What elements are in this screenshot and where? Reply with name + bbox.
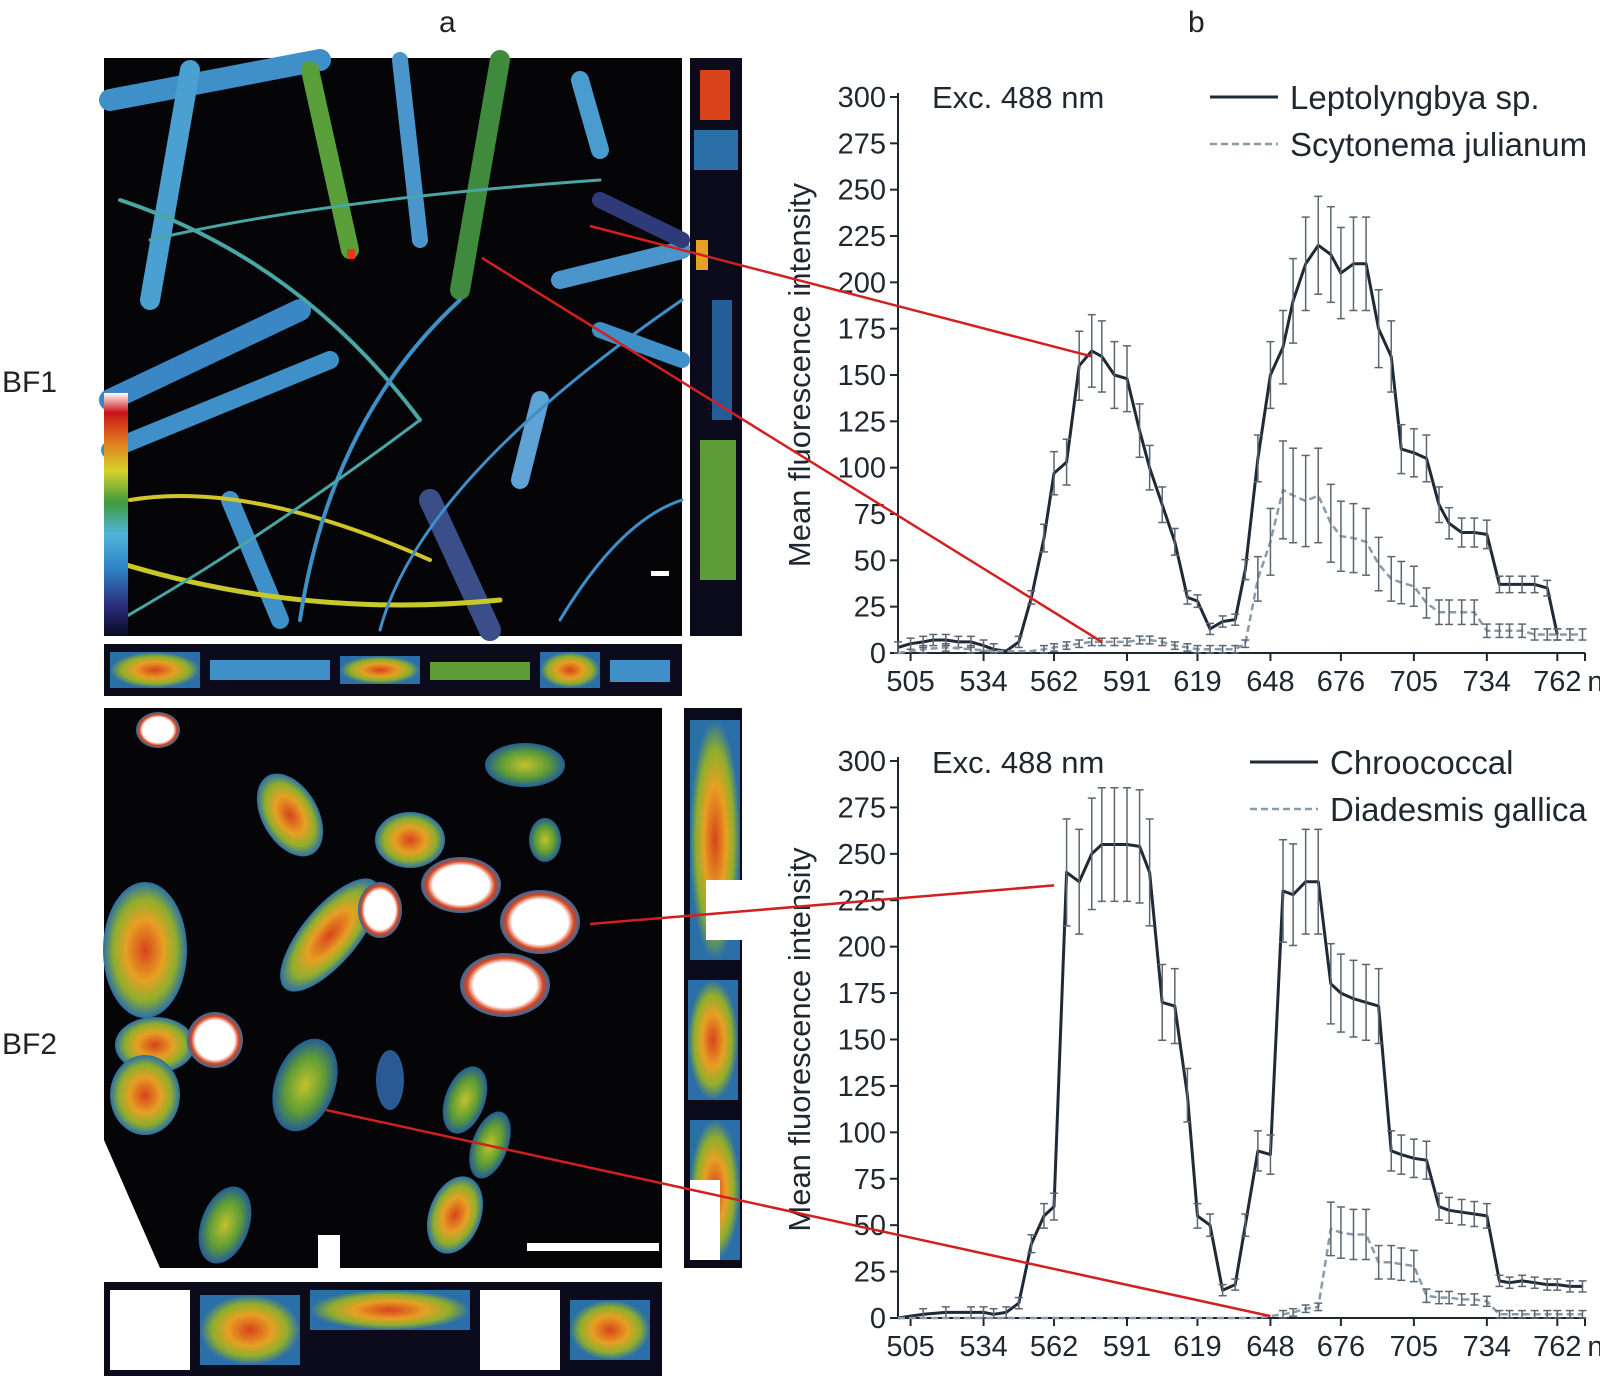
y-tick-label: 25 [854,592,886,624]
series-line-0 [897,243,1559,653]
y-tick-label: 250 [838,175,886,207]
y-axis-title: Mean fluorescence intensity [782,847,817,1232]
legend-label-1: Scytonema julianum [1290,126,1587,163]
x-tick-label: 734 [1463,666,1511,698]
leader-line-0 [589,224,1093,358]
bf2-micrograph [103,708,742,1376]
x-tick-label: 762 [1533,666,1581,698]
y-axis-title: Mean fluorescence intensity [782,182,817,567]
x-unit-label: nm [1587,1331,1600,1363]
y-tick-label: 25 [854,1257,886,1289]
bf1-bottom-projection-texture [110,652,670,688]
x-tick-label: 676 [1317,1331,1365,1363]
bf2-cells [103,712,580,1268]
series-line-1 [897,488,1583,655]
bf2-side-projection-texture [688,720,742,1260]
y-tick-label: 125 [838,1071,886,1103]
bf1-colorbar [104,393,128,636]
row-label-bf1: BF1 [2,366,58,399]
excitation-annotation: Exc. 488 nm [932,80,1104,115]
y-tick-label: 0 [870,638,886,670]
x-tick-label: 619 [1173,666,1221,698]
y-tick-label: 100 [838,453,886,485]
x-tick-label: 648 [1246,666,1294,698]
y-tick-label: 100 [838,1117,886,1149]
x-tick-label: 762 [1533,1331,1581,1363]
bf2-scale-bar [527,1243,659,1251]
x-tick-label: 591 [1103,1331,1151,1363]
y-tick-label: 175 [838,978,886,1010]
bf1-side-projection-texture [694,70,738,580]
x-tick-label: 734 [1463,1331,1511,1363]
bf1-scale-bar [651,571,669,576]
leader-line-2 [589,884,1055,926]
y-tick-label: 250 [838,839,886,871]
bf2-bottom-projection-texture [110,1290,650,1370]
y-tick-label: 225 [838,221,886,253]
legend-label-0: Leptolyngbya sp. [1290,79,1540,116]
y-tick-label: 150 [838,360,886,392]
y-tick-label: 275 [838,792,886,824]
panel-label-a: a [439,6,456,39]
y-tick-label: 300 [838,746,886,778]
y-tick-label: 300 [838,82,886,114]
leader-lines [325,224,1271,1318]
row-label-bf2: BF2 [2,1028,58,1061]
x-tick-label: 676 [1317,666,1365,698]
bf1-micrograph [99,49,742,696]
y-tick-label: 125 [838,406,886,438]
leader-line-3 [325,1108,1271,1318]
bf2-main-image [104,708,662,1268]
legend-label-1: Diadesmis gallica [1330,791,1587,828]
x-tick-label: 505 [886,1331,934,1363]
x-tick-label: 591 [1103,666,1151,698]
y-tick-label: 200 [838,932,886,964]
leader-line-1 [481,256,1103,643]
series-line-1 [898,1227,1583,1320]
x-tick-label: 619 [1173,1331,1221,1363]
bf1-filaments [99,49,691,641]
x-tick-label: 705 [1390,666,1438,698]
series-line-0 [897,843,1583,1320]
excitation-annotation: Exc. 488 nm [932,745,1104,780]
y-tick-label: 150 [838,1025,886,1057]
x-tick-label: 562 [1030,666,1078,698]
y-tick-label: 50 [854,545,886,577]
panel-label-b: b [1188,6,1205,39]
x-tick-label: 505 [886,666,934,698]
x-tick-label: 534 [959,666,1007,698]
x-unit-label: nm [1587,666,1600,698]
y-tick-label: 75 [854,1164,886,1196]
bf1-hot-spot [347,249,355,259]
y-tick-label: 0 [870,1303,886,1335]
chart-bf2: 0255075100125150175200225250275300505534… [782,744,1600,1363]
x-tick-label: 705 [1390,1331,1438,1363]
x-tick-label: 648 [1246,1331,1294,1363]
y-tick-label: 175 [838,314,886,346]
y-tick-label: 200 [838,267,886,299]
x-tick-label: 534 [959,1331,1007,1363]
x-tick-label: 562 [1030,1331,1078,1363]
y-tick-label: 275 [838,128,886,160]
legend-label-0: Chroococcal [1330,744,1513,781]
